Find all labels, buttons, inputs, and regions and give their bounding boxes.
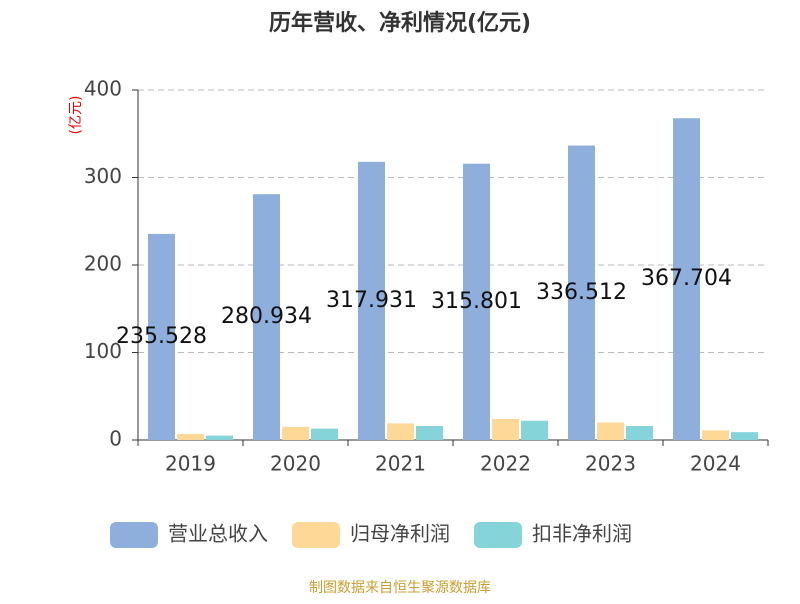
legend-label: 扣非净利润 — [532, 522, 632, 546]
bar — [148, 233, 175, 440]
legend-swatch — [110, 522, 158, 548]
x-tick-label: 2023 — [585, 452, 636, 476]
bar — [568, 145, 595, 440]
legend-swatch — [474, 522, 522, 548]
value-label: 367.704 — [641, 266, 732, 291]
bar — [731, 432, 758, 440]
bar — [282, 426, 309, 440]
bar — [492, 419, 519, 440]
x-tick-label: 2020 — [270, 452, 321, 476]
bar — [311, 428, 338, 440]
bar — [673, 118, 700, 440]
value-label: 235.528 — [116, 324, 207, 349]
y-tick-label: 200 — [84, 252, 122, 276]
value-label: 336.512 — [536, 280, 627, 305]
bar — [358, 161, 385, 441]
x-tick-label: 2019 — [165, 452, 216, 476]
chart-title: 历年营收、净利情况(亿元) — [269, 10, 531, 36]
bar — [463, 163, 490, 440]
y-tick-label: 300 — [84, 164, 122, 188]
y-tick-label: 0 — [109, 427, 122, 451]
y-axis-unit: (亿元) — [68, 96, 84, 135]
bar — [416, 426, 443, 440]
bar — [702, 430, 729, 440]
bar — [521, 420, 548, 440]
bar — [206, 435, 233, 440]
y-tick-label: 400 — [84, 77, 122, 101]
value-label: 280.934 — [221, 304, 312, 329]
value-label: 317.931 — [326, 288, 417, 313]
legend-label: 归母净利润 — [350, 522, 450, 546]
x-tick-label: 2022 — [480, 452, 531, 476]
bar — [626, 426, 653, 440]
value-label: 315.801 — [431, 289, 522, 314]
y-tick-label: 100 — [84, 339, 122, 363]
legend-label: 营业总收入 — [168, 522, 268, 546]
bar — [387, 423, 414, 440]
bar — [253, 194, 280, 440]
x-tick-label: 2024 — [690, 452, 741, 476]
source-note: 制图数据来自恒生聚源数据库 — [309, 580, 491, 596]
x-tick-label: 2021 — [375, 452, 426, 476]
bar — [177, 433, 204, 440]
legend-swatch — [292, 522, 340, 548]
bar — [597, 422, 624, 440]
